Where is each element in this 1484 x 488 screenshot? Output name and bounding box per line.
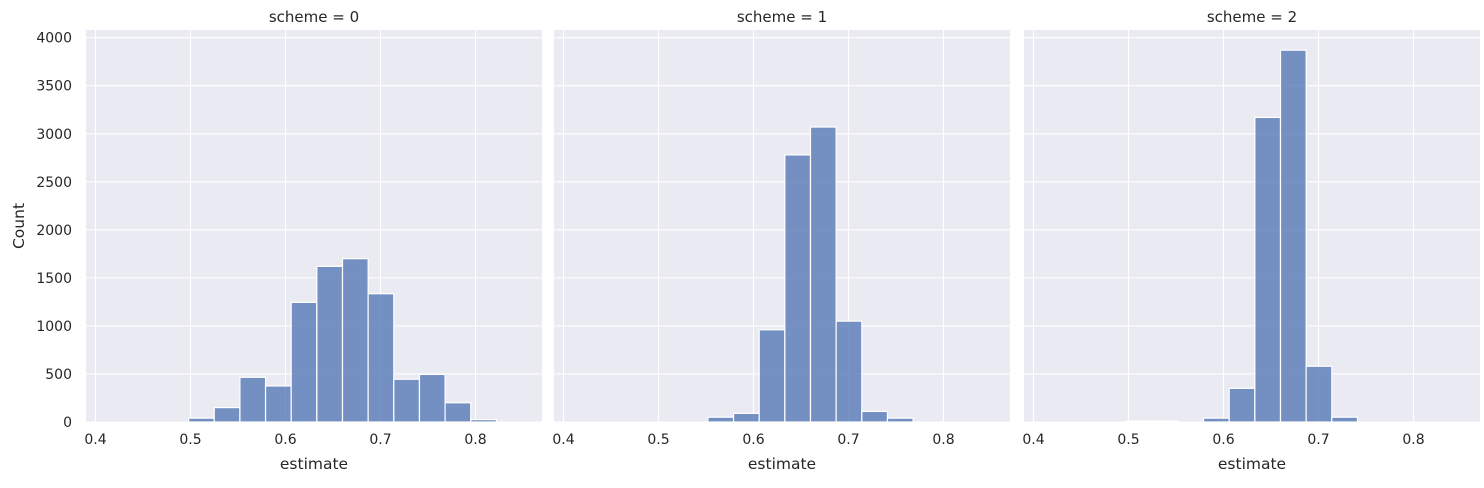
histogram-bar xyxy=(341,258,369,423)
x-tick-label: 0.4 xyxy=(552,432,574,448)
histogram-bar xyxy=(861,410,889,423)
histogram-bar xyxy=(188,417,215,423)
histogram-bar xyxy=(707,416,735,423)
y-tick-label: 2500 xyxy=(36,175,72,191)
y-tick-label: 4000 xyxy=(36,31,72,47)
y-tick-label: 3000 xyxy=(36,127,72,143)
facet-title: scheme = 2 xyxy=(1207,8,1297,26)
x-tick-label: 0.4 xyxy=(84,432,106,448)
histogram-bar xyxy=(886,417,914,423)
histogram-bar xyxy=(1228,387,1256,423)
histogram-bar xyxy=(1125,420,1153,423)
x-tick-label: 0.4 xyxy=(1022,432,1044,448)
histogram-bar xyxy=(393,378,421,423)
y-tick-label: 3500 xyxy=(36,79,72,95)
x-axis-label: estimate xyxy=(748,455,816,473)
x-tick-label: 0.5 xyxy=(179,432,201,448)
histogram-bar xyxy=(290,301,318,423)
panel-background xyxy=(1024,30,1480,422)
y-tick-label: 500 xyxy=(45,367,72,383)
histogram-bar xyxy=(809,126,837,423)
histogram-bar xyxy=(1254,116,1282,423)
y-tick-label: 1500 xyxy=(36,271,72,287)
facet-panel: scheme = 0 0.4 0.5 0.6 0.7 0.8 estimate xyxy=(84,8,542,473)
facet-panel: scheme = 2 0.4 0.5 0.6 0.7 0.8 estimate xyxy=(1022,8,1480,473)
x-tick-label: 0.8 xyxy=(1402,432,1424,448)
histogram-bar xyxy=(1331,416,1359,423)
facet-title: scheme = 0 xyxy=(269,8,359,26)
histogram-bar xyxy=(444,402,472,423)
histogram-bar xyxy=(1279,49,1307,423)
histogram-bar xyxy=(239,376,267,423)
x-axis-label: estimate xyxy=(280,455,348,473)
histogram-bar xyxy=(213,406,241,423)
x-tick-label: 0.8 xyxy=(464,432,486,448)
histogram-bar xyxy=(758,329,786,423)
histogram-bar xyxy=(1305,365,1333,423)
x-tick-label: 0.5 xyxy=(1117,432,1139,448)
histogram-bar xyxy=(1202,417,1230,423)
x-axis-label: estimate xyxy=(1218,455,1286,473)
x-tick-label: 0.6 xyxy=(742,432,764,448)
histogram-bar xyxy=(470,418,497,423)
x-tick-label: 0.7 xyxy=(369,432,391,448)
histogram-bar xyxy=(367,293,395,423)
x-tick-label: 0.6 xyxy=(1212,432,1234,448)
y-tick-label: 2000 xyxy=(36,223,72,239)
x-tick-label: 0.5 xyxy=(647,432,669,448)
y-tick-label: 0 xyxy=(63,415,72,431)
x-tick-label: 0.7 xyxy=(1307,432,1329,448)
histogram-bar xyxy=(264,385,292,423)
x-tick-label: 0.7 xyxy=(837,432,859,448)
histogram-bar xyxy=(1151,420,1179,423)
facet-panel: scheme = 1 0.4 0.5 0.6 0.7 0.8 estimate xyxy=(552,8,1010,473)
y-tick-label: 1000 xyxy=(36,319,72,335)
histogram-bar xyxy=(418,373,446,423)
y-axis-label: Count xyxy=(10,203,28,249)
x-tick-label: 0.6 xyxy=(274,432,296,448)
x-tick-label: 0.8 xyxy=(932,432,954,448)
histogram-bar xyxy=(316,265,344,423)
histogram-bar xyxy=(784,154,812,423)
histogram-bar xyxy=(835,320,863,423)
facet-title: scheme = 1 xyxy=(737,8,827,26)
histogram-bar xyxy=(732,412,760,423)
